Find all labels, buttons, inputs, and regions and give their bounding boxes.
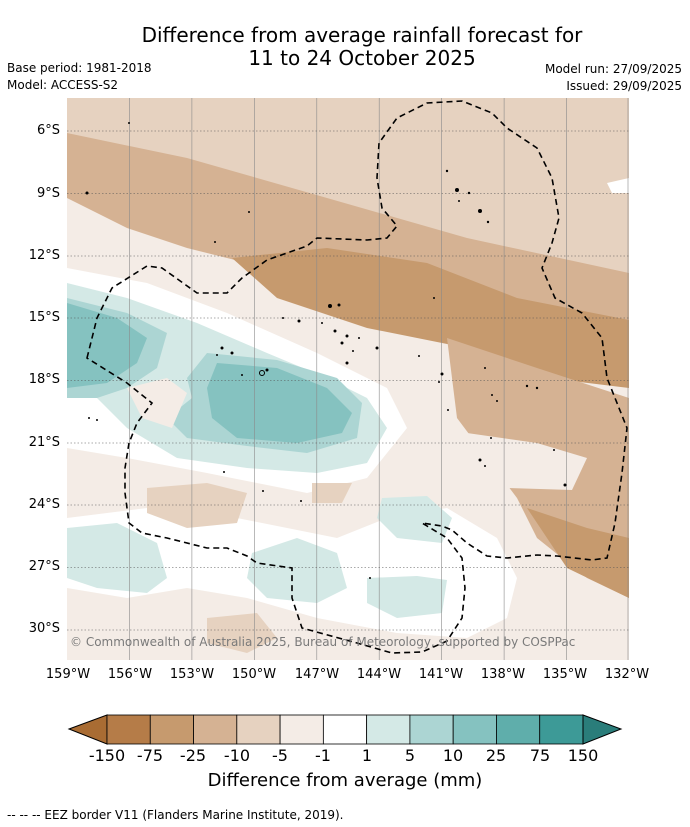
- lat-label: 30°S: [28, 621, 60, 636]
- lon-label: 147°W: [294, 667, 340, 682]
- colorbar-max-arrow: [582, 714, 623, 745]
- colorbar-cell: [452, 714, 497, 745]
- colorbar-label: 10: [442, 746, 464, 765]
- contour-teal-west-core: [67, 303, 147, 388]
- lat-label: 18°S: [28, 372, 60, 387]
- lon-label: 159°W: [45, 667, 91, 682]
- issued-date: Issued: 29/09/2025: [566, 79, 682, 93]
- colorbar-label: -25: [179, 746, 207, 765]
- lat-label: 24°S: [28, 497, 60, 512]
- contour-brown-right: [527, 508, 629, 598]
- contour-tan-upper: [67, 98, 629, 278]
- lon-label: 156°W: [107, 667, 153, 682]
- eez-border: [86, 100, 628, 654]
- lon-label: 150°W: [231, 667, 277, 682]
- contour-white-ne: [607, 178, 629, 193]
- latitude-grid: [67, 130, 629, 631]
- contour-teal-s2: [367, 576, 447, 618]
- lon-label: 144°W: [356, 667, 402, 682]
- title-line-2: 11 to 24 October 2025: [248, 46, 476, 70]
- colorbar-label: 25: [485, 746, 507, 765]
- colorbar-cell: [193, 714, 238, 745]
- contour-tan-s1: [147, 483, 247, 528]
- contour-tan-s2: [312, 483, 352, 503]
- title-line-1: Difference from average rainfall forecas…: [141, 23, 583, 47]
- lon-label: 132°W: [604, 667, 650, 682]
- contour-teal-core: [207, 363, 352, 443]
- lon-label: 153°W: [169, 667, 215, 682]
- colorbar-label: 5: [404, 746, 416, 765]
- colorbar-label: 150: [567, 746, 599, 765]
- colorbar-label: -75: [136, 746, 164, 765]
- lat-label: 9°S: [36, 186, 60, 201]
- colorbar-label: -10: [223, 746, 251, 765]
- lon-label: 138°W: [480, 667, 526, 682]
- eez-border-note: -- -- -- EEZ border V11 (Flanders Marine…: [7, 808, 344, 822]
- colorbar-label: 1: [361, 746, 373, 765]
- colorbar-cell: [279, 714, 324, 745]
- meta-right: Model run: 27/09/2025 Issued: 29/09/2025: [545, 61, 682, 95]
- colorbar-cell: [322, 714, 368, 745]
- model-run: Model run: 27/09/2025: [544, 62, 682, 76]
- islands: [85, 122, 567, 579]
- contour-teal-s3: [377, 496, 452, 543]
- colorbar-min-arrow: [67, 714, 108, 745]
- colorbar: [67, 714, 623, 745]
- lat-label: 27°S: [28, 559, 60, 574]
- lat-label: 15°S: [28, 310, 60, 325]
- colorbar-cell: [496, 714, 541, 745]
- contour-teal-sw: [67, 523, 167, 593]
- colorbar-cell: [366, 714, 411, 745]
- colorbar-label: -1: [315, 746, 331, 765]
- colorbar-cell: [149, 714, 194, 745]
- colorbar-label: -150: [88, 746, 126, 765]
- contour-light-pocket: [127, 378, 187, 428]
- map-panel: [67, 98, 629, 660]
- contour-tan-s3: [207, 613, 277, 653]
- colorbar-cell: [409, 714, 454, 745]
- model-name: Model: ACCESS-S2: [7, 78, 119, 92]
- copyright-text: © Commonwealth of Australia 2025, Bureau…: [70, 635, 576, 649]
- rainfall-map: [67, 98, 629, 660]
- longitude-grid: [129, 98, 629, 660]
- lon-label: 141°W: [418, 667, 464, 682]
- meta-left: Base period: 1981-2018 Model: ACCESS-S2: [7, 60, 152, 94]
- colorbar-title: Difference from average (mm): [207, 770, 483, 791]
- colorbar-label: -5: [272, 746, 288, 765]
- contour-teal-s: [247, 538, 347, 603]
- lat-label: 6°S: [36, 123, 60, 138]
- lat-label: 21°S: [28, 435, 60, 450]
- contour-light-patch: [467, 433, 587, 490]
- colorbar-cell: [539, 714, 584, 745]
- colorbar-cell: [236, 714, 281, 745]
- colorbar-cell: [106, 714, 151, 745]
- lat-label: 12°S: [28, 248, 60, 263]
- map-title: Difference from average rainfall forecas…: [0, 24, 690, 70]
- lon-label: 135°W: [542, 667, 588, 682]
- colorbar-cells: [106, 714, 584, 745]
- contour-brown-core: [232, 248, 629, 388]
- colorbar-label: 75: [529, 746, 551, 765]
- base-period: Base period: 1981-2018: [7, 61, 152, 75]
